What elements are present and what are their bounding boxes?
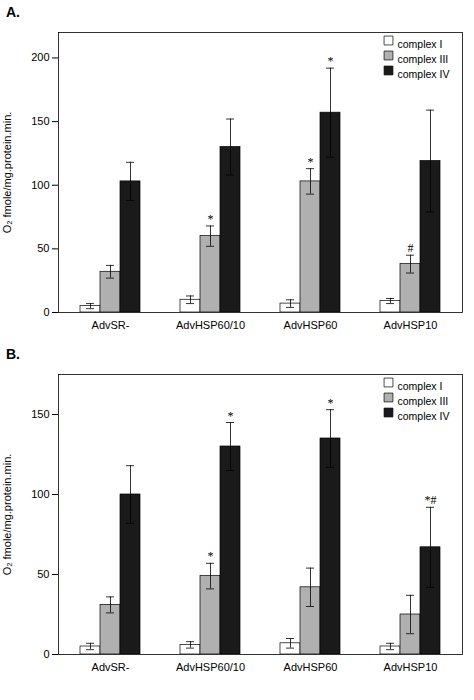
svg-text:*: * xyxy=(228,409,234,423)
svg-text:complex III: complex III xyxy=(398,395,449,407)
svg-text:complex III: complex III xyxy=(398,53,449,65)
svg-text:complex IV: complex IV xyxy=(398,410,450,422)
svg-text:0: 0 xyxy=(43,648,49,660)
svg-text:AdvHSP60: AdvHSP60 xyxy=(284,319,338,331)
svg-text:O₂ fmole/mg.protein.min.: O₂ fmole/mg.protein.min. xyxy=(1,112,13,234)
svg-text:150: 150 xyxy=(31,408,49,420)
svg-text:100: 100 xyxy=(31,179,49,191)
svg-text:AdvHSP10: AdvHSP10 xyxy=(384,319,438,331)
svg-text:100: 100 xyxy=(31,488,49,500)
svg-text:*: * xyxy=(208,549,214,563)
svg-text:50: 50 xyxy=(37,242,49,254)
svg-text:*: * xyxy=(328,54,334,68)
svg-text:AdvSR-: AdvSR- xyxy=(92,319,130,331)
svg-text:complex I: complex I xyxy=(398,380,443,392)
svg-text:complex IV: complex IV xyxy=(398,68,450,80)
svg-text:O₂ fmole/mg.protein.min.: O₂ fmole/mg.protein.min. xyxy=(1,454,13,576)
svg-text:150: 150 xyxy=(31,115,49,127)
svg-text:*: * xyxy=(208,212,214,226)
html-text:A.: A. xyxy=(6,4,20,20)
svg-text:*: * xyxy=(328,396,334,410)
svg-text:0: 0 xyxy=(43,306,49,318)
html-text:B.: B. xyxy=(6,346,20,362)
svg-text:#: # xyxy=(408,241,414,255)
svg-text:AdvSR-: AdvSR- xyxy=(92,661,130,673)
svg-text:AdvHSP60: AdvHSP60 xyxy=(284,661,338,673)
svg-text:200: 200 xyxy=(31,51,49,63)
svg-text:50: 50 xyxy=(37,568,49,580)
svg-text:AdvHSP60/10: AdvHSP60/10 xyxy=(176,319,245,331)
svg-text:AdvHSP60/10: AdvHSP60/10 xyxy=(176,661,245,673)
svg-text:*: * xyxy=(308,155,314,169)
svg-text:complex I: complex I xyxy=(398,38,443,50)
svg-text:AdvHSP10: AdvHSP10 xyxy=(384,661,438,673)
svg-text:*#: *# xyxy=(425,493,437,507)
